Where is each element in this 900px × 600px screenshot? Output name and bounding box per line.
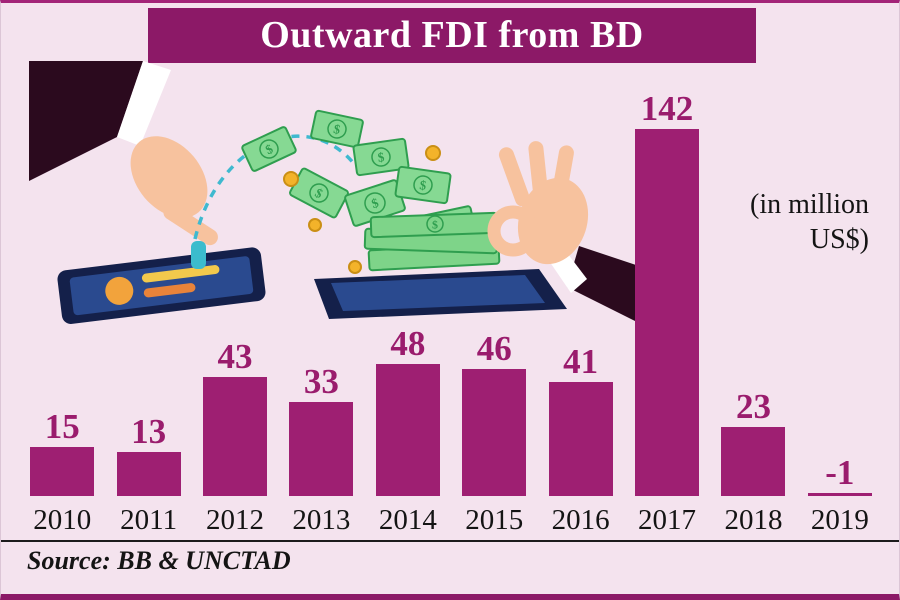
bar-value-label: 15 (44, 407, 80, 446)
x-axis-label: 2010 (33, 504, 92, 536)
bar-value-label: 13 (131, 412, 167, 451)
svg-text:$: $ (432, 218, 438, 232)
bar-group: 15 (19, 409, 105, 496)
chart-title: Outward FDI from BD (148, 8, 756, 63)
bar-group: 23 (710, 389, 796, 496)
tablet-icon (57, 247, 266, 324)
svg-text:$: $ (332, 121, 342, 137)
source-label: Source: BB & UNCTAD (27, 546, 291, 575)
bar (721, 427, 786, 496)
bar-value-label: 41 (563, 342, 599, 381)
bar-value-label: -1 (825, 453, 855, 492)
bar-group: 33 (278, 364, 364, 496)
x-axis-label: 2017 (638, 504, 697, 536)
bar-group: 48 (365, 326, 451, 496)
bar-group: -1 (797, 455, 883, 496)
cursor-icon (191, 241, 206, 269)
money-transfer-illustration: $ $ $ $ $ $ $ $ (29, 61, 639, 324)
bar (30, 447, 95, 496)
bar (635, 129, 700, 496)
bar-value-label: 142 (640, 89, 694, 128)
bar (289, 402, 354, 496)
ok-hand-icon (487, 141, 639, 323)
bar-value-label: 48 (390, 324, 426, 363)
bar-group: 13 (105, 414, 191, 496)
pointing-hand-icon (29, 61, 218, 246)
bar (203, 377, 268, 496)
svg-text:$: $ (419, 177, 428, 193)
bar-value-label: 33 (303, 362, 339, 401)
bar (375, 364, 440, 496)
bar (116, 452, 181, 496)
svg-text:$: $ (377, 149, 386, 165)
bar-chart: 15 13 43 33 48 46 41 142 23 -1 (19, 91, 883, 496)
x-axis-label: 2014 (378, 504, 437, 536)
x-axis-label: 2011 (120, 504, 178, 536)
bar (548, 382, 613, 496)
bar-value-label: 46 (476, 329, 512, 368)
x-axis-label: 2019 (810, 504, 869, 536)
bar (807, 493, 872, 496)
bar (462, 369, 527, 496)
bar-group: 142 (624, 91, 710, 496)
bar-value-label: 43 (217, 337, 253, 376)
x-axis-label: 2016 (551, 504, 610, 536)
x-axis-label: 2012 (206, 504, 265, 536)
svg-text:$: $ (370, 195, 381, 211)
x-axis: 2010 2011 2012 2013 2014 2015 2016 2017 2018 2019 (19, 504, 883, 537)
source-divider (1, 540, 899, 542)
bar-value-label: 23 (735, 387, 771, 426)
bar-group: 41 (537, 344, 623, 496)
units-label: (in million US$) (750, 189, 869, 255)
x-axis-label: 2018 (724, 504, 783, 536)
x-axis-label: 2015 (465, 504, 524, 536)
bar-group: 46 (451, 331, 537, 496)
bar-group: 43 (192, 339, 278, 496)
x-axis-label: 2013 (292, 504, 351, 536)
